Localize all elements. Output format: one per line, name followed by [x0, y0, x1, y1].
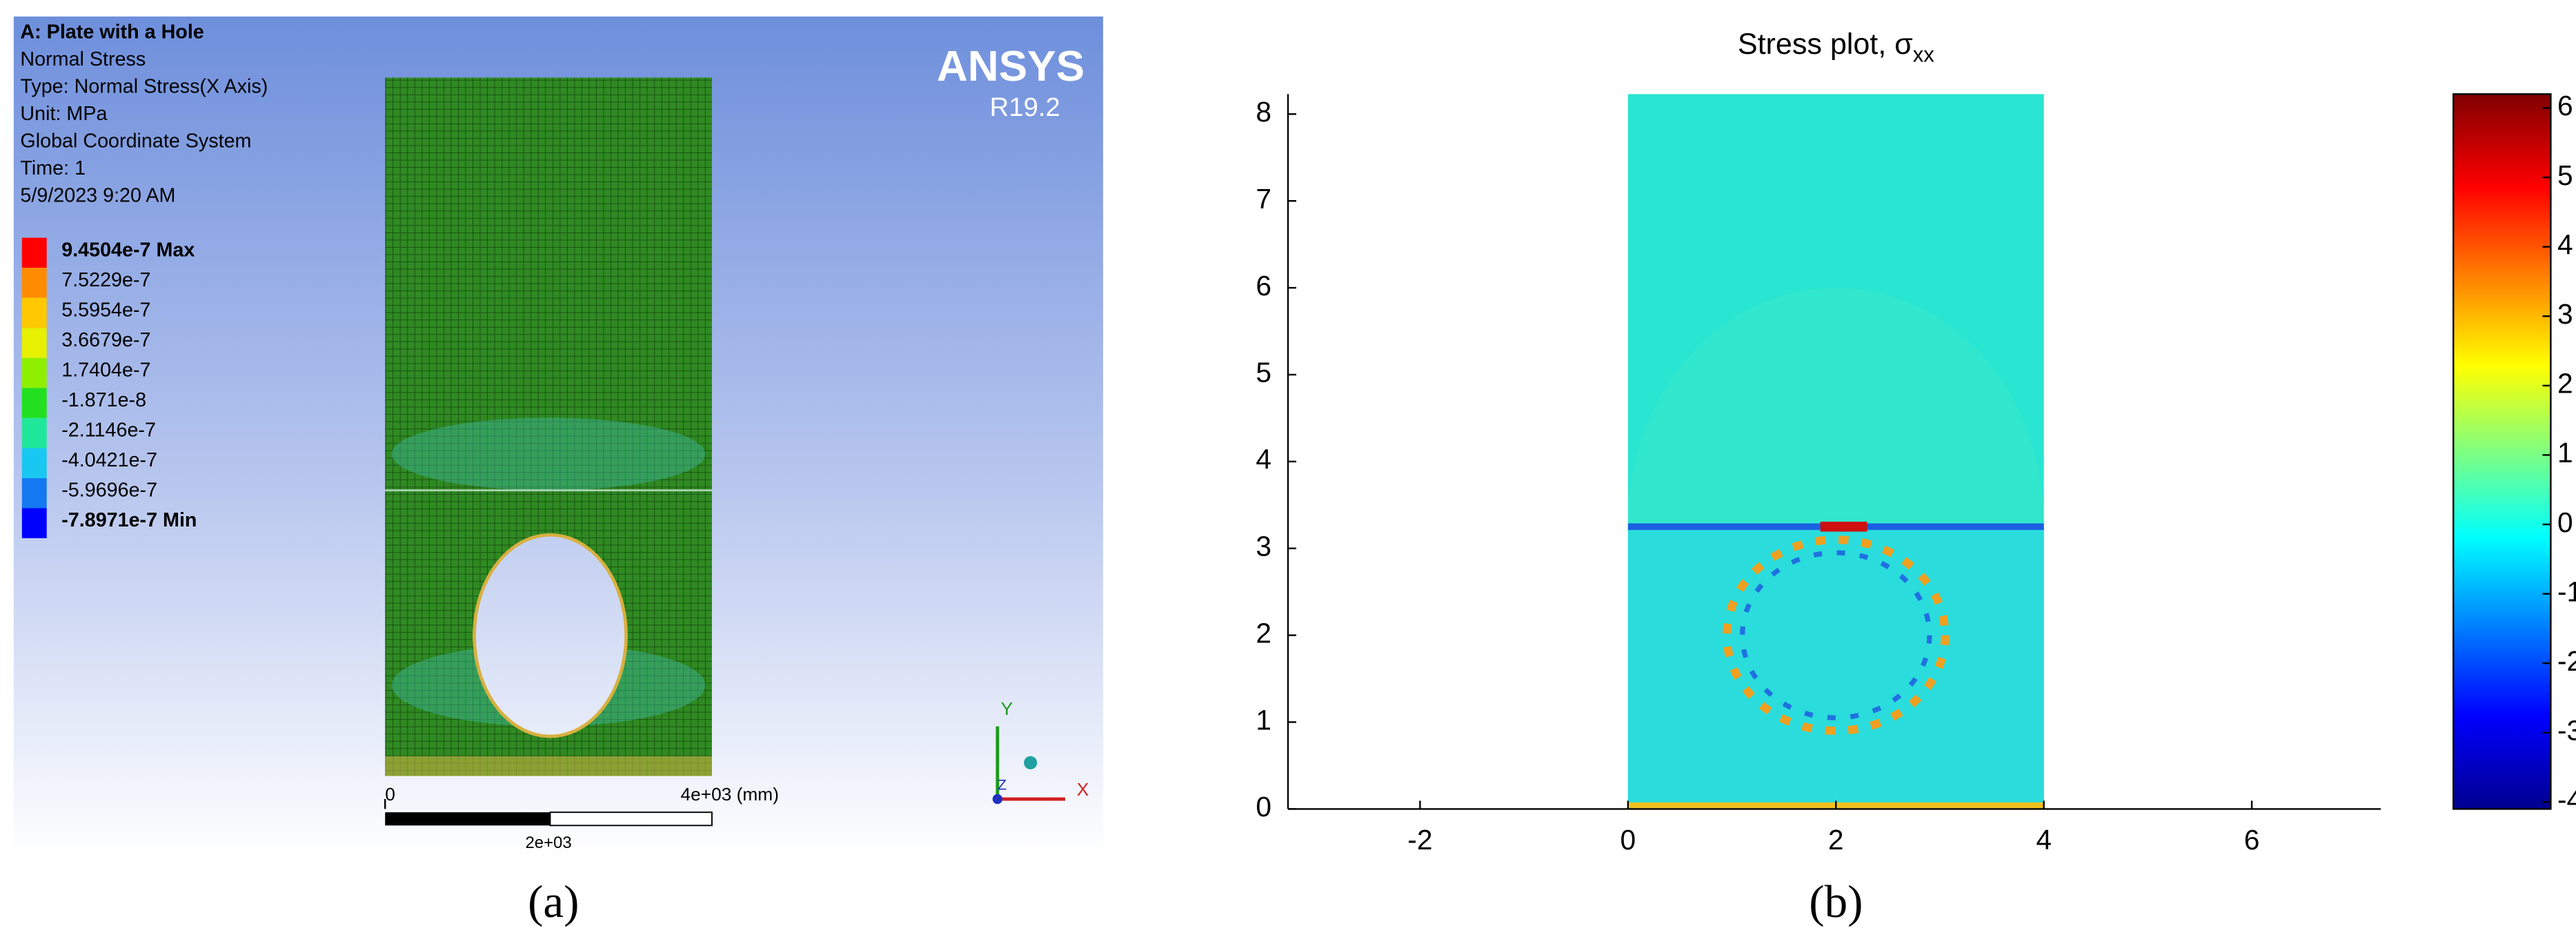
- legend-label: -4.0421e-7: [61, 449, 157, 471]
- legend-label: 3.6679e-7: [61, 329, 150, 351]
- header-line: Unit: MPa: [20, 103, 107, 125]
- scale-start: 0: [385, 784, 395, 805]
- colorbar-tick-label: 4: [2557, 228, 2573, 260]
- colorbar: [2453, 93, 2552, 810]
- x-tick-label: 6: [2244, 824, 2260, 856]
- field-lower: [1627, 526, 2044, 809]
- axis-label: Z: [998, 777, 1007, 794]
- legend-label: 7.5229e-7: [61, 269, 150, 291]
- axis-label: Y: [1001, 698, 1013, 719]
- colorbar-tick-label: -3: [2557, 715, 2576, 747]
- stress-zone: [385, 756, 712, 776]
- chart-title: Stress plot, σxx: [1738, 28, 1934, 66]
- y-tick-label: 6: [1256, 270, 1271, 302]
- title-sub: xx: [1913, 43, 1935, 67]
- legend-swatch: [21, 388, 47, 418]
- version: R19.2: [990, 92, 1060, 122]
- header-line: A: Plate with a Hole: [20, 21, 204, 43]
- axis-z: [992, 794, 1003, 805]
- header-line: Time: 1: [20, 157, 86, 179]
- legend-label: -7.8971e-7 Min: [61, 509, 197, 531]
- colorbar-tick-label: 6: [2557, 90, 2573, 121]
- field-ring: [1723, 535, 1950, 736]
- scale-bar: [549, 811, 713, 827]
- header-line: 5/9/2023 9:20 AM: [20, 184, 175, 206]
- y-tick-label: 7: [1256, 183, 1271, 215]
- header-line: Normal Stress: [20, 48, 146, 70]
- legend-swatch: [21, 237, 47, 268]
- legend-label: 5.5954e-7: [61, 299, 150, 321]
- hole: [475, 536, 625, 735]
- colorbar-tick-label: 1: [2557, 437, 2573, 469]
- title-main: Stress plot, σ: [1738, 28, 1913, 61]
- y-tick-label: 4: [1256, 444, 1271, 475]
- y-tick-label: 8: [1256, 96, 1271, 128]
- stress-zone: [391, 417, 706, 491]
- legend-swatch: [21, 448, 47, 478]
- legend-swatch: [21, 357, 47, 388]
- axis-label: X: [1077, 779, 1089, 800]
- colorbar-tick-label: -4: [2557, 784, 2576, 816]
- colorbar-tick-label: 0: [2557, 506, 2573, 538]
- y-tick-label: 1: [1256, 704, 1271, 736]
- caption: (b): [1809, 876, 1863, 927]
- colorbar-tick-label: -1: [2557, 575, 2576, 607]
- x-tick-label: 2: [1828, 824, 1844, 856]
- y-tick-label: 0: [1256, 791, 1271, 822]
- header-line: Global Coordinate System: [20, 130, 251, 152]
- legend-swatch: [21, 508, 47, 539]
- scale-mid: 2e+03: [526, 834, 572, 852]
- field-peak: [1820, 522, 1867, 532]
- y-tick-label: 5: [1256, 357, 1271, 388]
- colorbar-tick-label: 2: [2557, 368, 2573, 400]
- orbit: [1024, 756, 1038, 769]
- y-tick-label: 2: [1256, 617, 1271, 649]
- caption: (a): [528, 876, 579, 927]
- colorbar-tick-label: 5: [2557, 159, 2573, 191]
- colorbar-tick-label: -2: [2557, 645, 2576, 677]
- legend-swatch: [21, 268, 47, 298]
- logo: ANSYS: [937, 43, 1084, 90]
- x-tick-label: -2: [1407, 824, 1432, 856]
- scale-bar: [385, 812, 551, 826]
- legend-label: -2.1146e-7: [61, 420, 156, 442]
- colorbar-tick-label: 3: [2557, 298, 2573, 330]
- header-line: Type: Normal Stress(X Axis): [20, 75, 268, 97]
- legend-swatch: [21, 328, 47, 358]
- legend-label: 9.4504e-7 Max: [61, 239, 195, 261]
- legend-label: -5.9696e-7: [61, 480, 157, 502]
- y-tick-label: 3: [1256, 531, 1271, 562]
- legend-swatch: [21, 297, 47, 328]
- legend-swatch: [21, 417, 47, 449]
- x-tick-label: 4: [2036, 824, 2052, 856]
- legend-swatch: [21, 477, 47, 509]
- scale-end: 4e+03 (mm): [680, 784, 778, 805]
- legend-label: 1.7404e-7: [61, 359, 150, 381]
- legend-label: -1.871e-8: [61, 389, 146, 411]
- x-tick-label: 0: [1621, 824, 1636, 856]
- field-ring: [1740, 550, 1932, 720]
